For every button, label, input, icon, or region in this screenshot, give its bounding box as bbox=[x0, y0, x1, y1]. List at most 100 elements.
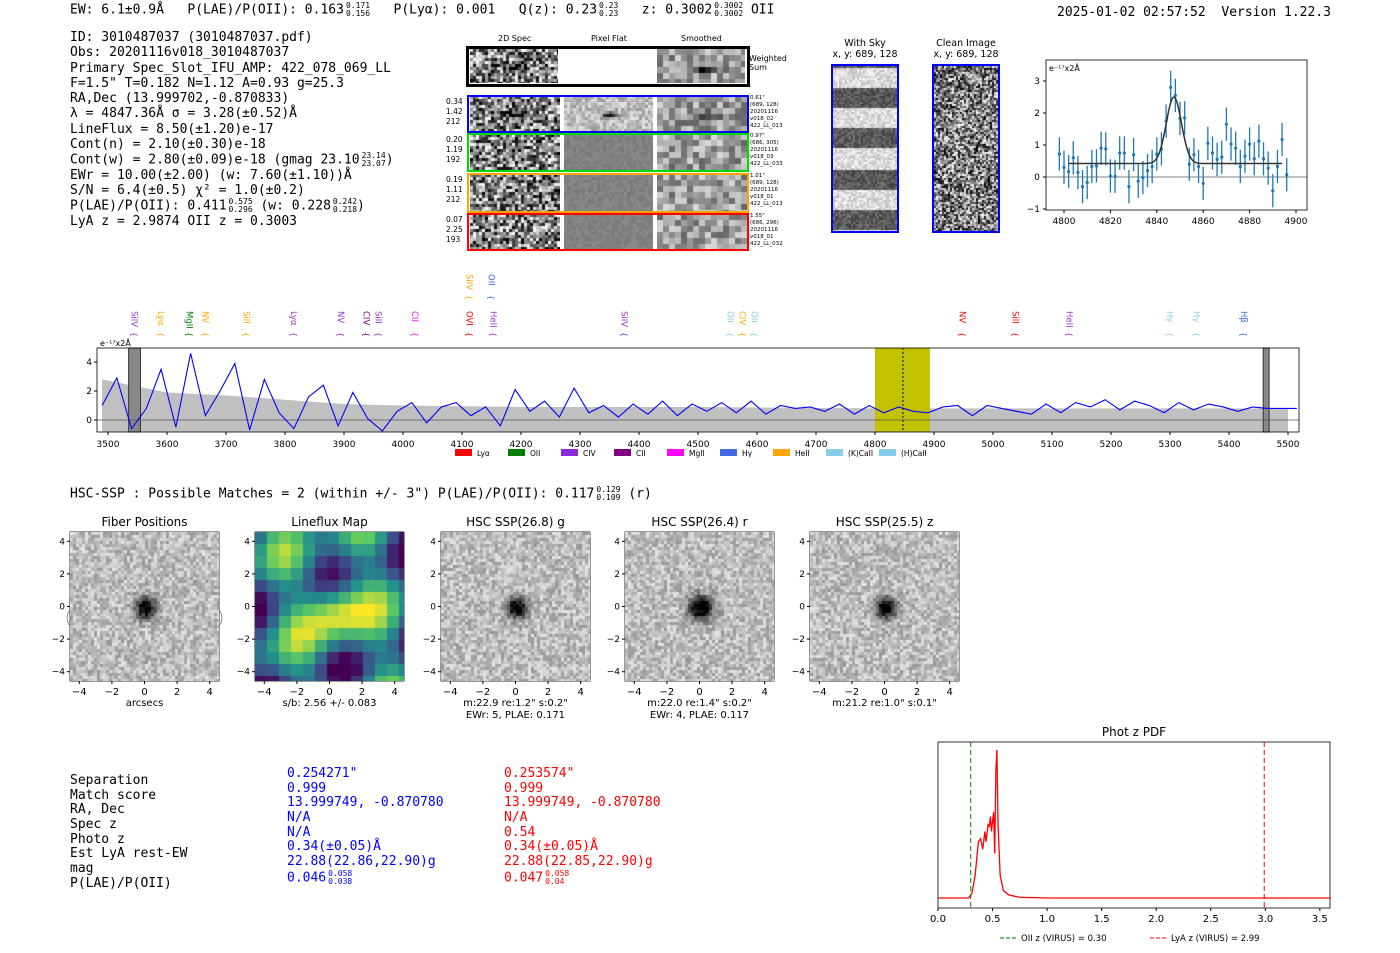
data-point bbox=[1266, 166, 1270, 170]
data-point bbox=[1187, 162, 1191, 166]
y-tick-label: −1 bbox=[1027, 205, 1040, 215]
with-sky-xy: x, y: 689, 128 bbox=[832, 49, 898, 60]
line-bracket: { bbox=[1065, 332, 1074, 337]
x-tick-label: 4820 bbox=[1099, 217, 1122, 227]
match-table-blue: 0.254271" 0.999 13.999749, -0.870780 N/A N/A… bbox=[287, 766, 444, 886]
data-point bbox=[1280, 137, 1284, 142]
spec2d-smooth-image bbox=[657, 214, 747, 250]
line-bracket: { bbox=[361, 332, 370, 337]
clean-image-label: Clean Image bbox=[936, 38, 996, 49]
fiber-stat: 212 bbox=[446, 117, 461, 126]
info-obs: Obs: 20201116v018_3010487037 bbox=[70, 45, 290, 61]
data-point bbox=[1275, 164, 1280, 169]
y-tick-label: 1 bbox=[1034, 141, 1040, 151]
fiber-stats: 0.19 1.11 212 bbox=[446, 175, 463, 205]
x-tick-label: 3800 bbox=[274, 440, 297, 450]
x-tick-label: 2 bbox=[359, 687, 365, 698]
fiber-info-line: (689, 128) bbox=[750, 102, 779, 108]
data-point bbox=[1099, 146, 1103, 150]
match-label: RA, Dec bbox=[70, 802, 125, 818]
fiber-info-line: (686, 305) bbox=[750, 140, 779, 146]
plae-value: P(LAE)/P(OII): 0.163 bbox=[187, 2, 344, 18]
fiber-stats: 0.07 2.25 193 bbox=[446, 215, 463, 245]
y-tick-label: 0 bbox=[430, 603, 436, 613]
pdf-legend-label: OII z (VIRUS) = 0.30 bbox=[1021, 934, 1107, 944]
match-value-blue: 13.999749, -0.870780 bbox=[287, 795, 444, 811]
with-sky-image bbox=[833, 66, 897, 231]
weighted-2dspec-image bbox=[470, 49, 558, 83]
contw-lo: 23.07 bbox=[361, 159, 386, 169]
timestamp: 2025-01-02 02:57:52 bbox=[1057, 5, 1206, 20]
match-value-blue: 22.88(22.86,22.90)g bbox=[287, 854, 436, 870]
data-point bbox=[1094, 164, 1099, 168]
y-tick-label: −4 bbox=[423, 668, 437, 678]
x-tick-label: −4 bbox=[257, 687, 272, 698]
panel-title: HSC SSP(25.5) z bbox=[836, 515, 934, 529]
fiber-info-line: 1.55" bbox=[750, 213, 765, 219]
y-tick-label: 4 bbox=[244, 537, 250, 547]
panel-title: HSC SSP(26.8) g bbox=[466, 515, 565, 529]
info-contn: Cont(n) = 2.10(±0.30)e-18 bbox=[70, 137, 266, 153]
x-tick-label: 4100 bbox=[451, 440, 474, 450]
legend-label: (H)CaII bbox=[901, 449, 927, 458]
y-tick-label: 4 bbox=[614, 537, 620, 547]
col-smoothed: Smoothed bbox=[681, 34, 722, 43]
match-value-red: N/A bbox=[504, 810, 528, 826]
x-tick-label: −2 bbox=[476, 687, 491, 698]
x-tick-label: −4 bbox=[443, 687, 458, 698]
match-value-red: 13.999749, -0.870780 bbox=[504, 795, 661, 811]
fiber-info-line: 422_LL_032 bbox=[750, 241, 783, 247]
fiber-info-line: 422_LL_013 bbox=[750, 123, 783, 129]
weighted-sum-frame bbox=[466, 46, 750, 87]
data-point bbox=[1062, 165, 1066, 169]
legend-swatch bbox=[455, 449, 472, 456]
data-point bbox=[1127, 185, 1131, 189]
detection-info: ID: 3010487037 (3010487037.pdf) Obs: 202… bbox=[70, 30, 394, 229]
detection-window bbox=[875, 348, 930, 432]
x-tick-label: 4600 bbox=[746, 440, 769, 450]
line-bracket: { bbox=[957, 332, 966, 337]
y-tick-label: 0 bbox=[86, 416, 92, 426]
x-tick-label: 4800 bbox=[1053, 217, 1076, 227]
x-tick-label: −2 bbox=[660, 687, 675, 698]
qz-value: Q(z): 0.23 bbox=[518, 2, 598, 18]
legend-swatch bbox=[561, 449, 578, 456]
match-value-red: 0.54 bbox=[504, 824, 536, 840]
line-label: Hγ bbox=[1164, 311, 1174, 322]
y-tick-label: −4 bbox=[607, 668, 621, 678]
fiber-info-line: 0.61" bbox=[750, 95, 765, 101]
info-id: ID: 3010487037 (3010487037.pdf) bbox=[70, 30, 313, 45]
info-sn: S/N = 6.4(±0.5) χ² = 1.0(±0.2) bbox=[70, 182, 305, 198]
plae-match-lo: 0.04 bbox=[545, 876, 565, 886]
legend-swatch bbox=[614, 449, 631, 456]
match-label: Est LyA rest-EW bbox=[70, 846, 188, 862]
data-point bbox=[1238, 164, 1242, 169]
match-label: mag bbox=[70, 861, 94, 877]
match-value-blue: 0.046 0.058 0.038 bbox=[287, 869, 444, 886]
x-tick-label: 0 bbox=[696, 687, 702, 698]
legend-label: Hγ bbox=[742, 449, 753, 458]
col-pixelflat: Pixel Flat bbox=[591, 34, 627, 43]
ew-value: EW: 6.1±0.9Å bbox=[70, 2, 164, 18]
spec2d-smooth-image bbox=[657, 134, 747, 171]
legend-label: Lyα bbox=[477, 449, 490, 458]
x-tick-label: 2 bbox=[545, 687, 551, 698]
header-summary: EW: 6.1±0.9Å P(LAE)/P(OII): 0.163 0.171 0.… bbox=[70, 2, 774, 18]
x-tick-label: 2.5 bbox=[1203, 914, 1219, 925]
panel-caption-2: EWr: 5, PLAE: 0.171 bbox=[466, 710, 565, 721]
data-point bbox=[1248, 142, 1252, 146]
line-label: CIV bbox=[736, 311, 746, 325]
plae-hi2: 0.575 bbox=[228, 197, 253, 207]
x-tick-label: 4900 bbox=[1285, 217, 1308, 227]
match-label: Separation bbox=[70, 773, 149, 788]
plae-match-blue: 0.046 bbox=[287, 870, 327, 886]
data-point bbox=[1155, 152, 1159, 156]
line-bracket: { bbox=[488, 332, 497, 337]
x-tick-label: 3500 bbox=[97, 440, 120, 450]
data-point bbox=[1224, 122, 1228, 126]
panel-caption: m:22.0 re:1.4" s:0.2" bbox=[647, 698, 752, 709]
pdf-legend-label: LyA z (VIRUS) = 2.99 bbox=[1171, 934, 1260, 944]
x-tick-label: 1.5 bbox=[1094, 914, 1110, 925]
masked-region bbox=[1262, 347, 1270, 433]
line-label: Lyα bbox=[288, 311, 298, 326]
